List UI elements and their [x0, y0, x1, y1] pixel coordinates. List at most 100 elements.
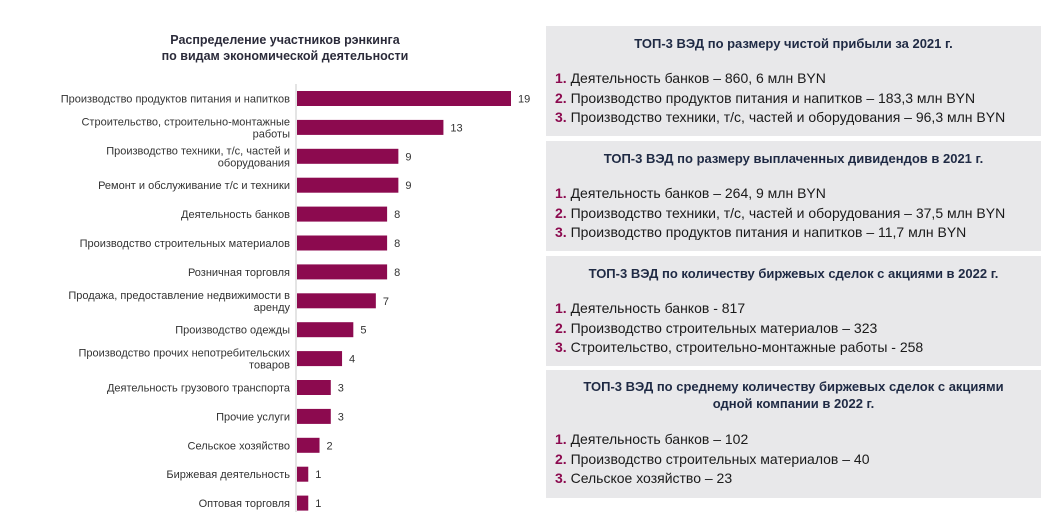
category-label: Производство строительных материалов: [80, 238, 291, 250]
bar: [297, 91, 511, 106]
list-item: 2. Производство техники, т/с, частей и о…: [555, 204, 1005, 222]
item-number: 1.: [555, 431, 567, 447]
category-label: Деятельность банков: [181, 209, 290, 221]
item-text: Деятельность банков – 264, 9 млн BYN: [570, 185, 826, 201]
category-label: оборудования: [218, 157, 290, 169]
data-label: 5: [360, 325, 366, 337]
item-number: 1.: [555, 70, 567, 86]
category-label: Прочие услуги: [216, 411, 290, 423]
item-number: 3.: [555, 470, 567, 486]
category-label: Оптовая торговля: [199, 498, 290, 510]
item-number: 2.: [555, 451, 567, 467]
category-label: Биржевая деятельность: [166, 469, 290, 481]
bar: [297, 495, 309, 511]
item-text: Производство продуктов питания и напитко…: [570, 224, 967, 240]
bar: [297, 264, 388, 280]
bar: [297, 466, 309, 482]
bar: [297, 351, 343, 367]
panel-title: ТОП-3 ВЭД по размеру выплаченных дивиден…: [558, 150, 1029, 167]
item-number: 3.: [555, 109, 567, 125]
bar: [297, 177, 399, 193]
item-number: 3.: [555, 224, 567, 240]
bar: [297, 206, 388, 222]
item-text: Производство техники, т/с, частей и обор…: [570, 109, 1006, 125]
list-item: 3. Сельское хозяйство – 23: [555, 469, 732, 487]
chart-title-line-1: Распределение участников рэнкинга: [170, 33, 400, 47]
panel-title: ТОП-3 ВЭД по размеру чистой прибыли за 2…: [558, 35, 1029, 52]
top3-net-profit-panel: ТОП-3 ВЭД по размеру чистой прибыли за 2…: [546, 26, 1041, 136]
panel-title-line: ТОП-3 ВЭД по размеру выплаченных дивиден…: [603, 151, 984, 166]
list-item: 2. Производство продуктов питания и напи…: [555, 89, 975, 107]
item-number: 2.: [555, 320, 567, 336]
item-text: Производство техники, т/с, частей и обор…: [570, 205, 1006, 221]
list-item: 1. Деятельность банков – 264, 9 млн BYN: [555, 184, 826, 202]
item-text: Сельское хозяйство – 23: [570, 470, 733, 486]
chart-panel: Распределение участников рэнкинга по вид…: [61, 32, 530, 512]
bar: [297, 437, 320, 453]
data-label: 9: [405, 151, 411, 163]
data-label: 19: [518, 94, 530, 106]
item-text: Деятельность банков – 860, 6 млн BYN: [570, 70, 826, 86]
list-item: 3. Производство продуктов питания и напи…: [555, 223, 966, 241]
data-label: 1: [315, 469, 321, 481]
data-label: 13: [450, 122, 462, 134]
item-number: 1.: [555, 185, 567, 201]
panel-title-line: ТОП-3 ВЭД по среднему количеству биржевы…: [583, 379, 1004, 394]
list-item: 3. Строительство, строительно-монтажные …: [555, 338, 923, 356]
data-label: 3: [338, 411, 344, 423]
panel-title-line: ТОП-3 ВЭД по размеру чистой прибыли за 2…: [634, 36, 953, 51]
item-number: 2.: [555, 205, 567, 221]
panel-title-line: одной компании в 2022 г.: [712, 396, 875, 411]
bar: [297, 293, 376, 309]
data-label: 4: [349, 354, 355, 366]
category-label: товаров: [249, 360, 290, 372]
panel-title: ТОП-3 ВЭД по количеству биржевых сделок …: [558, 265, 1029, 282]
data-label: 3: [338, 383, 344, 395]
top3-avg-deals-panel: ТОП-3 ВЭД по среднему количеству биржевы…: [546, 370, 1041, 498]
chart-title: Распределение участников рэнкинга по вид…: [90, 32, 480, 64]
category-label: Сельское хозяйство: [188, 440, 290, 452]
list-item: 3. Производство техники, т/с, частей и о…: [555, 108, 1005, 126]
item-text: Деятельность банков – 102: [570, 431, 749, 447]
data-label: 1: [315, 498, 321, 510]
category-label: Деятельность грузового транспорта: [107, 383, 291, 395]
list-item: 1. Деятельность банков - 817: [555, 299, 745, 317]
category-label: Строительство, строительно-монтажные: [81, 116, 290, 128]
item-text: Производство строительных материалов – 3…: [570, 320, 878, 336]
top3-exchange-deals-panel: ТОП-3 ВЭД по количеству биржевых сделок …: [546, 256, 1041, 366]
list-item: 2. Производство строительных материалов …: [555, 319, 877, 337]
list-item: 2. Производство строительных материалов …: [555, 450, 870, 468]
category-label: Производство прочих непотребительских: [78, 348, 290, 360]
list-item: 1. Деятельность банков – 860, 6 млн BYN: [555, 69, 826, 87]
category-label: работы: [253, 128, 290, 140]
list-item: 1. Деятельность банков – 102: [555, 430, 748, 448]
category-label: Производство одежды: [175, 325, 290, 337]
bar: [297, 119, 444, 135]
bar: [297, 408, 331, 424]
item-text: Производство строительных материалов – 4…: [570, 451, 870, 467]
item-number: 3.: [555, 339, 567, 355]
panel-title: ТОП-3 ВЭД по среднему количеству биржевы…: [558, 378, 1029, 412]
category-label: Продажа, предоставление недвижимости в: [68, 290, 290, 302]
data-label: 8: [394, 238, 400, 250]
category-label: Производство техники, т/с, частей и: [106, 145, 290, 157]
category-label: Розничная торговля: [188, 267, 290, 279]
item-number: 2.: [555, 90, 567, 106]
category-label: Производство продуктов питания и напитко…: [61, 94, 290, 106]
data-label: 7: [383, 296, 389, 308]
bar: [297, 380, 331, 395]
data-label: 8: [394, 209, 400, 221]
category-label: Ремонт и обслуживание т/с и техники: [98, 180, 290, 192]
top3-dividends-panel: ТОП-3 ВЭД по размеру выплаченных дивиден…: [546, 141, 1041, 251]
bar: [297, 235, 388, 251]
bar: [297, 322, 354, 338]
chart-title-line-2: по видам экономической деятельности: [161, 49, 409, 63]
item-text: Строительство, строительно-монтажные раб…: [570, 339, 924, 355]
panel-title-line: ТОП-3 ВЭД по количеству биржевых сделок …: [588, 266, 999, 281]
category-label: аренду: [254, 302, 291, 314]
item-text: Производство продуктов питания и напитко…: [570, 90, 976, 106]
item-text: Деятельность банков - 817: [570, 300, 746, 316]
data-label: 8: [394, 267, 400, 279]
data-label: 2: [327, 440, 333, 452]
